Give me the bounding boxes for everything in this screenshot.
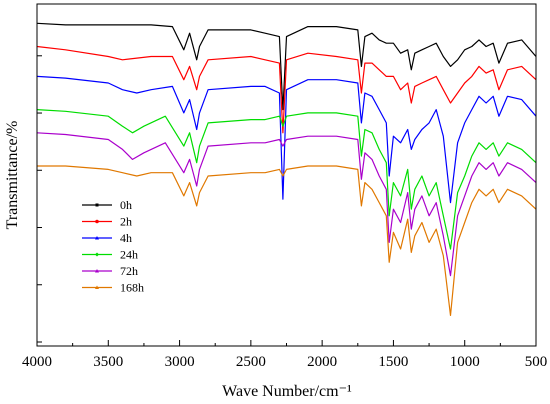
x-tick-label: 2500 <box>236 354 266 370</box>
legend: 0h 2h 4h 24h 72h 168h <box>82 198 144 295</box>
x-tick-label: 500 <box>525 354 548 370</box>
plot-series-group <box>36 22 537 316</box>
legend-label-4h: 4h <box>120 231 132 245</box>
legend-marker <box>95 269 99 273</box>
x-tick-label: 2000 <box>307 354 337 370</box>
series-line-168h <box>37 165 537 316</box>
y-axis-title: Transmittance/% <box>4 121 21 230</box>
x-tick-label: 4000 <box>22 354 52 370</box>
x-axis-title: Wave Number/cm⁻¹ <box>222 383 352 400</box>
legend-marker <box>95 285 99 289</box>
series-line-72h <box>36 132 537 277</box>
legend-label-0h: 0h <box>120 198 132 212</box>
legend-label-72h: 72h <box>120 264 138 278</box>
legend-marker <box>95 203 99 207</box>
axes-group: 4000 3500 3000 2500 2000 1500 1000 500 <box>22 3 548 370</box>
x-tick-label: 3500 <box>93 354 123 370</box>
x-tick-label: 1000 <box>450 354 480 370</box>
x-tick-label: 3000 <box>165 354 195 370</box>
series-line-0h <box>36 22 537 111</box>
legend-label-168h: 168h <box>120 281 144 295</box>
series-line-2h <box>36 45 537 134</box>
legend-label-2h: 2h <box>120 215 132 229</box>
x-tick-label: 1500 <box>378 354 408 370</box>
legend-marker <box>95 252 99 257</box>
legend-marker <box>95 236 99 240</box>
series-line-4h <box>36 75 537 204</box>
legend-label-24h: 24h <box>120 248 138 262</box>
series-line-24h <box>36 109 537 250</box>
legend-marker <box>95 219 99 224</box>
